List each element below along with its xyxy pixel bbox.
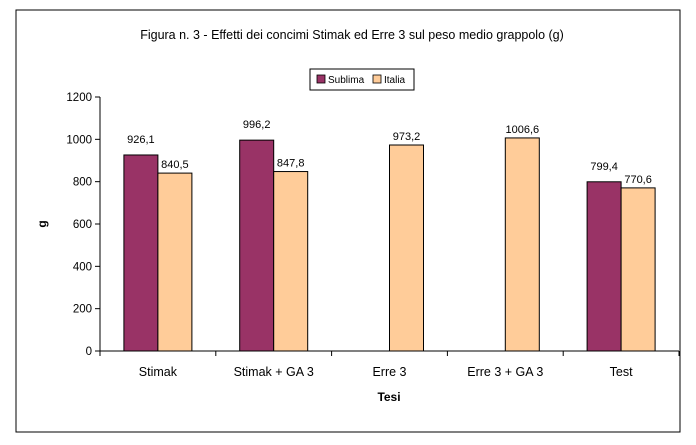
x-axis-title: Tesi [377, 390, 400, 404]
bars [123, 137, 656, 352]
x-tick-label: Test [610, 365, 633, 379]
x-tick-label: Stimak [139, 365, 178, 379]
y-tick-label: 1200 [66, 92, 92, 104]
legend-swatch-italia [372, 74, 382, 84]
legend: Sublima Italia [309, 68, 415, 91]
legend-box [309, 68, 415, 91]
y-axis-title: g [35, 220, 49, 227]
data-label: 799,4 [590, 161, 618, 173]
data-label: 1006,6 [505, 124, 539, 136]
data-label: 996,2 [243, 119, 271, 131]
bar-sublima [123, 154, 159, 352]
data-label: 926,1 [127, 134, 155, 146]
bar-italia [504, 137, 540, 352]
y-tick-label: 400 [73, 261, 92, 273]
bar-italia [620, 187, 656, 352]
y-axis: 0 200 400 600 800 1000 1200 [66, 92, 101, 358]
y-tick-label: 800 [73, 177, 92, 189]
chart-title: Figura n. 3 - Effetti dei concimi Stimak… [140, 28, 564, 42]
bar-italia [157, 172, 193, 352]
x-tick-label: Stimak + GA 3 [234, 365, 314, 379]
bar-sublima [239, 139, 275, 352]
bar-italia [273, 171, 309, 352]
legend-label-italia: Italia [384, 75, 406, 86]
y-tick-label: 0 [86, 346, 92, 358]
data-label: 840,5 [161, 159, 189, 171]
y-tick-label: 1000 [66, 134, 92, 146]
legend-swatch-sublima [316, 74, 326, 84]
legend-label-sublima: Sublima [328, 75, 365, 86]
x-tick-label: Erre 3 + GA 3 [467, 365, 543, 379]
data-label: 847,8 [277, 158, 305, 170]
bar-sublima [586, 181, 622, 352]
data-label: 770,6 [624, 174, 652, 186]
y-tick-label: 200 [73, 304, 92, 316]
y-tick-label: 600 [73, 219, 92, 231]
data-labels: 926,1 840,5 996,2 847,8 973,2 1006,6 799,4 770,… [127, 119, 652, 186]
x-tick-label: Erre 3 [372, 365, 406, 379]
data-label: 973,2 [393, 131, 421, 143]
bar-italia [389, 144, 424, 352]
